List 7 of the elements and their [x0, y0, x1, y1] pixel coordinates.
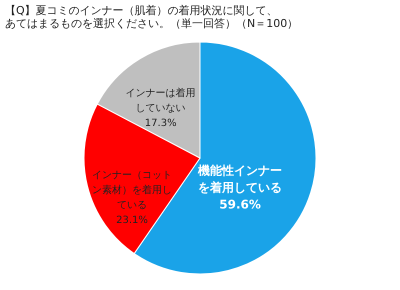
data-label: 17.3%: [144, 118, 177, 129]
chart-title: 【Q】夏コミのインナー（肌着）の着用状況に関して、あてはまるものを選択ください。（単一回答）（N＝100）: [5, 4, 298, 30]
data-label: 59.6%: [219, 197, 261, 212]
data-label: 23.1%: [116, 214, 148, 226]
slice-label: 機能性インナーを着用している: [197, 163, 282, 194]
slice-label: インナーは着用していない: [126, 86, 196, 114]
slice-label: インナー（コットン素材）を着用している: [92, 170, 172, 211]
